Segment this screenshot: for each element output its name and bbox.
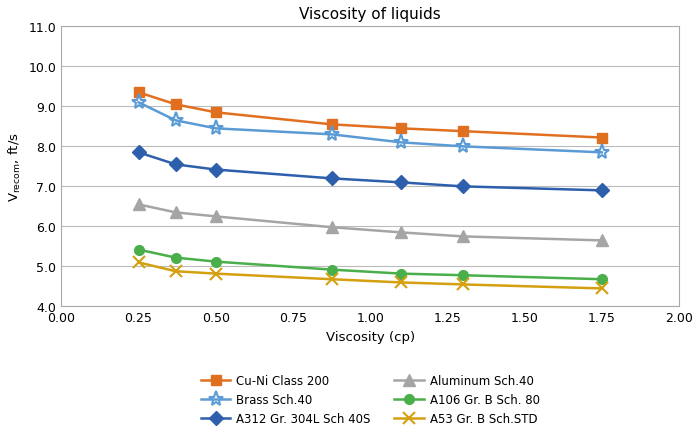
Cu-Ni Class 200 (328, 123, 336, 128)
Cu-Ni Class 200 (211, 110, 220, 115)
A312 Gr. 304L Sch 40S (328, 176, 336, 181)
A106 Gr. B Sch. 80 (328, 268, 336, 273)
A53 Gr. B Sch.STD (134, 260, 143, 265)
Cu-Ni Class 200 (598, 135, 606, 141)
A53 Gr. B Sch.STD (211, 271, 220, 276)
Cu-Ni Class 200 (134, 91, 143, 96)
Line: A106 Gr. B Sch. 80: A106 Gr. B Sch. 80 (134, 245, 607, 285)
Cu-Ni Class 200 (458, 129, 467, 134)
A312 Gr. 304L Sch 40S (598, 188, 606, 193)
A53 Gr. B Sch.STD (172, 269, 180, 274)
Brass Sch.40 (598, 150, 606, 155)
Aluminum Sch.40 (211, 214, 220, 219)
Brass Sch.40 (172, 118, 180, 124)
A312 Gr. 304L Sch 40S (397, 180, 405, 185)
X-axis label: Viscosity (cp): Viscosity (cp) (326, 330, 415, 343)
Cu-Ni Class 200 (397, 127, 405, 132)
A53 Gr. B Sch.STD (598, 286, 606, 291)
Aluminum Sch.40 (397, 230, 405, 236)
Aluminum Sch.40 (328, 225, 336, 230)
Brass Sch.40 (134, 101, 143, 106)
Title: Viscosity of liquids: Viscosity of liquids (300, 7, 441, 22)
Cu-Ni Class 200 (172, 103, 180, 108)
Line: A312 Gr. 304L Sch 40S: A312 Gr. 304L Sch 40S (134, 148, 607, 196)
A312 Gr. 304L Sch 40S (211, 167, 220, 173)
Brass Sch.40 (397, 141, 405, 146)
A53 Gr. B Sch.STD (328, 277, 336, 282)
A312 Gr. 304L Sch 40S (134, 150, 143, 155)
A106 Gr. B Sch. 80 (397, 271, 405, 276)
Y-axis label: $\mathregular{V_{recom}}$, ft/s: $\mathregular{V_{recom}}$, ft/s (7, 132, 23, 202)
Aluminum Sch.40 (172, 210, 180, 216)
A106 Gr. B Sch. 80 (598, 277, 606, 282)
Aluminum Sch.40 (458, 234, 467, 239)
A106 Gr. B Sch. 80 (172, 256, 180, 261)
Line: A53 Gr. B Sch.STD: A53 Gr. B Sch.STD (133, 257, 608, 294)
A106 Gr. B Sch. 80 (134, 248, 143, 253)
Brass Sch.40 (211, 127, 220, 132)
A106 Gr. B Sch. 80 (458, 273, 467, 278)
Brass Sch.40 (458, 144, 467, 150)
A106 Gr. B Sch. 80 (211, 259, 220, 265)
A312 Gr. 304L Sch 40S (458, 184, 467, 190)
Brass Sch.40 (328, 132, 336, 138)
A53 Gr. B Sch.STD (458, 282, 467, 287)
Line: Aluminum Sch.40: Aluminum Sch.40 (133, 199, 608, 246)
Line: Cu-Ni Class 200: Cu-Ni Class 200 (134, 88, 607, 143)
Legend: Cu-Ni Class 200, Brass Sch.40, A312 Gr. 304L Sch 40S, Aluminum Sch.40, A106 Gr. : Cu-Ni Class 200, Brass Sch.40, A312 Gr. … (201, 374, 540, 425)
Line: Brass Sch.40: Brass Sch.40 (131, 95, 610, 161)
A53 Gr. B Sch.STD (397, 280, 405, 285)
Aluminum Sch.40 (598, 238, 606, 243)
A312 Gr. 304L Sch 40S (172, 162, 180, 167)
Aluminum Sch.40 (134, 202, 143, 207)
